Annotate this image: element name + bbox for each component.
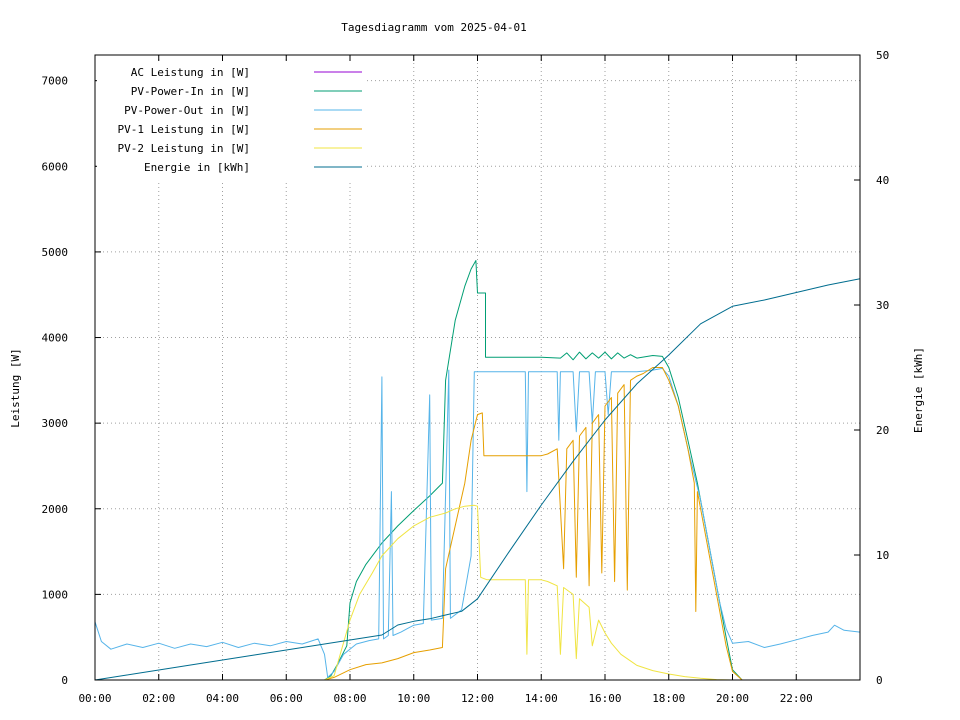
x-tick-label: 04:00 (206, 692, 239, 705)
series-layer (94, 260, 861, 681)
legend-label: PV-Power-In in [W] (131, 85, 250, 98)
y-tick-label: 5000 (42, 246, 69, 259)
chart-title: Tagesdiagramm vom 2025-04-01 (341, 21, 526, 34)
legend: AC Leistung in [W] PV-Power-In in [W] PV-P… (97, 62, 367, 180)
x-tick-label: 06:00 (270, 692, 303, 705)
y2-tick-label: 50 (876, 49, 889, 62)
legend-background (97, 62, 367, 180)
x-tick-label: 18:00 (652, 692, 685, 705)
legend-label: AC Leistung in [W] (131, 66, 250, 79)
axis-ticks: 00:00 02:00 04:00 06:00 08:00 10:00 12:00 14:00… (42, 49, 890, 705)
x-tick-label: 22:00 (780, 692, 813, 705)
y2-tick-label: 40 (876, 174, 889, 187)
y-tick-label: 6000 (42, 160, 69, 173)
y-tick-label: 0 (61, 674, 68, 687)
series-line-5 (94, 278, 861, 681)
y-tick-label: 7000 (42, 75, 69, 88)
y2-axis-label: Energie [kWh] (912, 347, 925, 433)
x-tick-label: 00:00 (78, 692, 111, 705)
y2-tick-label: 10 (876, 549, 889, 562)
y-tick-label: 3000 (42, 417, 69, 430)
legend-label: Energie in [kWh] (144, 161, 250, 174)
y2-tick-label: 0 (876, 674, 883, 687)
y-axis-label: Leistung [W] (9, 348, 22, 427)
x-tick-label: 12:00 (461, 692, 494, 705)
y2-tick-label: 20 (876, 424, 889, 437)
legend-label: PV-2 Leistung in [W] (118, 142, 250, 155)
x-tick-label: 10:00 (397, 692, 430, 705)
legend-label: PV-1 Leistung in [W] (118, 123, 250, 136)
x-tick-label: 08:00 (333, 692, 366, 705)
y-tick-label: 4000 (42, 332, 69, 345)
y-tick-label: 2000 (42, 503, 69, 516)
y2-tick-label: 30 (876, 299, 889, 312)
x-tick-label: 16:00 (588, 692, 621, 705)
series-line-2 (94, 367, 861, 678)
series-line-1 (324, 260, 743, 681)
legend-label: PV-Power-Out in [W] (124, 104, 250, 117)
series-line-4 (324, 504, 733, 681)
x-tick-label: 02:00 (142, 692, 175, 705)
series-line-3 (324, 367, 743, 681)
x-tick-label: 20:00 (716, 692, 749, 705)
y-tick-label: 1000 (42, 588, 69, 601)
x-tick-label: 14:00 (525, 692, 558, 705)
